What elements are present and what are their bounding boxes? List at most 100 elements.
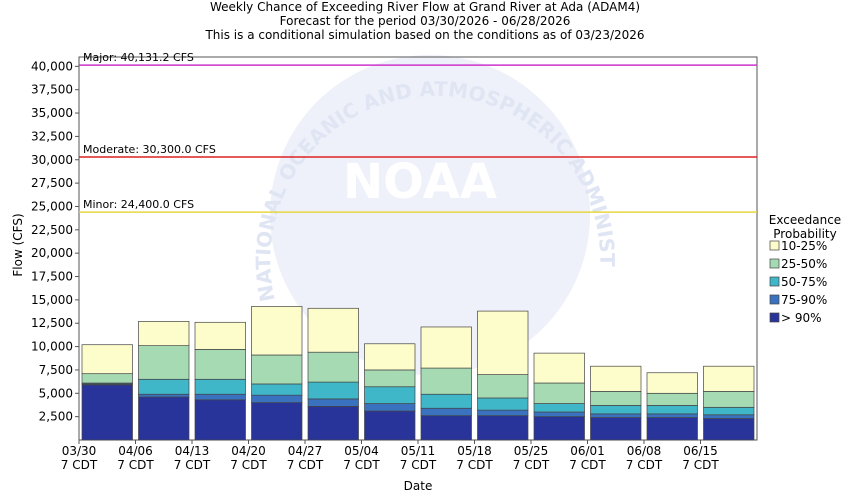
bar-segment <box>251 383 303 396</box>
y-tick-label: 5,000 <box>39 386 73 400</box>
bar-segment <box>590 413 642 418</box>
chart-note: This is a conditional simulation based o… <box>204 28 644 42</box>
bar-segment <box>703 406 755 416</box>
bar-segment <box>533 403 585 413</box>
bar-segment <box>646 405 698 415</box>
bar-segment <box>194 393 246 401</box>
x-tick-label: 05/04 <box>344 444 379 458</box>
bar-segment <box>590 391 642 406</box>
bar-segment <box>194 321 246 350</box>
legend-title-line: Exceedance <box>769 213 841 227</box>
bar-segment <box>477 415 529 441</box>
bar-segment <box>646 392 698 406</box>
y-tick-label: 2,500 <box>39 410 73 424</box>
bar-segment <box>590 417 642 441</box>
y-tick-label: 7,500 <box>39 363 73 377</box>
bar-segment <box>364 386 416 404</box>
x-tick-sublabel: 7 CDT <box>682 458 719 472</box>
bar-segment <box>590 365 642 392</box>
bar-segment <box>364 410 416 441</box>
legend-swatch <box>769 240 780 251</box>
watermark-disc <box>270 55 590 375</box>
chart-subtitle: Forecast for the period 03/30/2026 - 06/… <box>280 14 571 28</box>
legend-swatch <box>769 276 780 287</box>
bar-segment <box>533 352 585 384</box>
y-tick-label: 30,000 <box>31 153 73 167</box>
legend-title: Exceedance Probability <box>769 213 841 241</box>
x-tick-sublabel: 7 CDT <box>400 458 437 472</box>
watermark-logo: NOAA <box>343 154 497 210</box>
threshold-label: Moderate: 30,300.0 CFS <box>83 143 216 156</box>
bar-segment <box>364 343 416 371</box>
chart-title: Weekly Chance of Exceeding River Flow at… <box>210 0 640 14</box>
legend-label: 10-25% <box>781 239 827 253</box>
bar-segment <box>194 399 246 441</box>
y-tick-label: 25,000 <box>31 199 73 213</box>
bar-segment <box>251 402 303 441</box>
x-tick-label: 05/11 <box>401 444 436 458</box>
bar-segment <box>420 415 472 441</box>
bar-segment <box>251 306 303 356</box>
x-tick-sublabel: 7 CDT <box>174 458 211 472</box>
bar-segment <box>477 374 529 399</box>
bar-segment <box>703 418 755 441</box>
y-tick-label: 20,000 <box>31 246 73 260</box>
y-tick-label: 37,500 <box>31 83 73 97</box>
x-tick-label: 04/27 <box>288 444 323 458</box>
threshold-label: Minor: 24,400.0 CFS <box>83 198 194 211</box>
bar-segment <box>307 398 359 407</box>
bar-segment <box>81 344 133 375</box>
x-tick-sublabel: 7 CDT <box>626 458 663 472</box>
x-tick-label: 06/15 <box>683 444 718 458</box>
bar-segment <box>703 391 755 408</box>
y-axis-label: Flow (CFS) <box>11 213 25 276</box>
bar-segment <box>420 367 472 395</box>
bar-segment <box>251 394 303 403</box>
legend-label: 50-75% <box>781 275 827 289</box>
threshold-label: Major: 40,131.2 CFS <box>83 51 194 64</box>
legend-label: > 90% <box>781 311 822 325</box>
x-axis-label: Date <box>404 479 433 493</box>
x-tick-label: 04/20 <box>231 444 266 458</box>
bar-segment <box>590 405 642 415</box>
x-tick-sublabel: 7 CDT <box>456 458 493 472</box>
bar-segment <box>364 403 416 412</box>
x-tick-sublabel: 7 CDT <box>569 458 606 472</box>
x-tick-label: 05/25 <box>514 444 549 458</box>
legend-swatch <box>769 312 780 323</box>
bar-segment <box>251 354 303 385</box>
bar-segment <box>703 365 755 392</box>
x-tick-label: 04/06 <box>118 444 153 458</box>
y-tick-label: 32,500 <box>31 129 73 143</box>
bar-segment <box>138 396 190 441</box>
x-tick-sublabel: 7 CDT <box>343 458 380 472</box>
bar-segment <box>477 409 529 417</box>
y-tick-label: 22,500 <box>31 223 73 237</box>
bar-segment <box>307 351 359 383</box>
bar-segment <box>420 393 472 409</box>
legend-label: 75-90% <box>781 293 827 307</box>
y-tick-label: 12,500 <box>31 316 73 330</box>
legend-label: 25-50% <box>781 257 827 271</box>
bar-segment <box>81 373 133 384</box>
bar-segment <box>364 369 416 388</box>
bar-segment <box>138 378 190 395</box>
bar-segment <box>194 378 246 395</box>
y-tick-label: 15,000 <box>31 293 73 307</box>
x-tick-label: 06/01 <box>570 444 605 458</box>
x-tick-sublabel: 7 CDT <box>513 458 550 472</box>
x-tick-sublabel: 7 CDT <box>287 458 324 472</box>
x-tick-sublabel: 7 CDT <box>230 458 267 472</box>
legend-swatch <box>769 294 780 305</box>
x-tick-sublabel: 7 CDT <box>61 458 98 472</box>
x-tick-label: 04/13 <box>175 444 210 458</box>
x-tick-label: 05/18 <box>457 444 492 458</box>
bar-segment <box>703 414 755 419</box>
bar-segment <box>307 406 359 441</box>
bar-segment <box>477 310 529 375</box>
bar-segment <box>138 345 190 380</box>
bar-segment <box>646 413 698 418</box>
legend-title-line: Probability <box>773 227 836 241</box>
bar-segment <box>81 384 133 441</box>
